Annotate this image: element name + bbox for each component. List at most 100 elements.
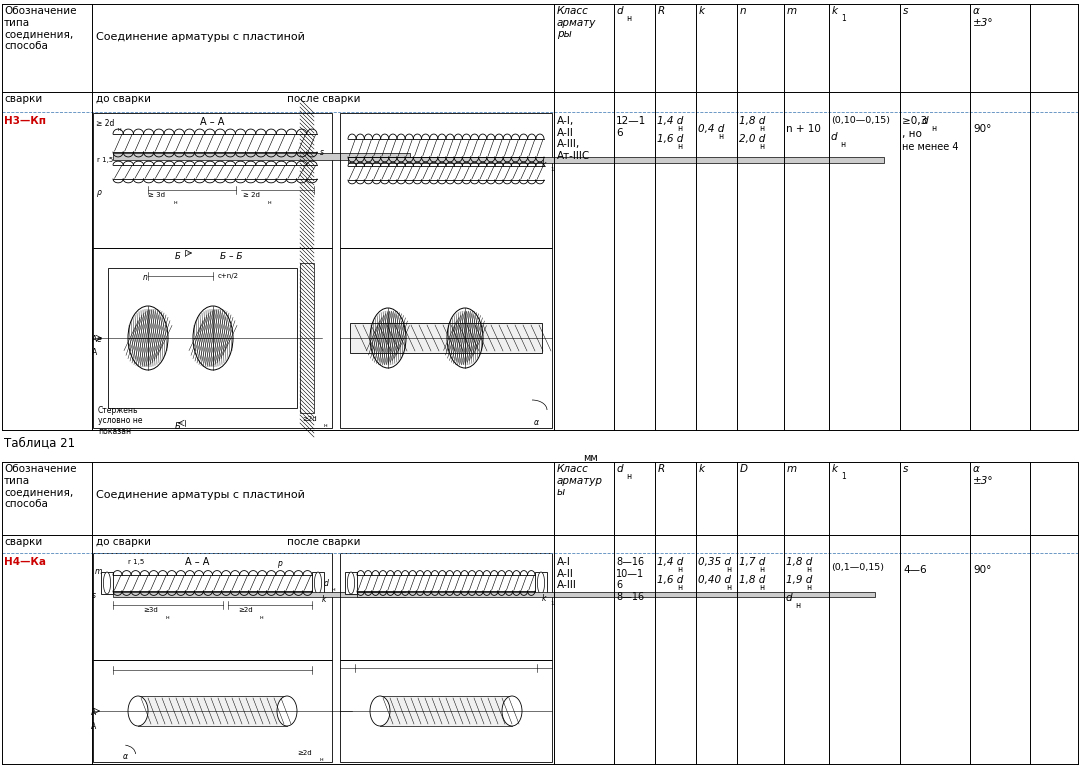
Text: k: k bbox=[832, 464, 838, 474]
Text: s: s bbox=[320, 148, 324, 157]
Text: мм: мм bbox=[583, 453, 598, 463]
Bar bbox=[108, 268, 297, 408]
Text: k: k bbox=[322, 595, 327, 604]
Text: н: н bbox=[260, 615, 264, 620]
Text: s: s bbox=[92, 591, 95, 600]
Bar bbox=[345, 572, 357, 594]
Text: ≥ 2d: ≥ 2d bbox=[95, 119, 114, 128]
Text: ≥ 3d: ≥ 3d bbox=[148, 192, 165, 198]
Text: Обозначение
типа
соединения,
способа: Обозначение типа соединения, способа bbox=[4, 6, 77, 51]
Text: ≥3d: ≥3d bbox=[143, 607, 157, 613]
Bar bbox=[357, 592, 875, 597]
Text: ≥ 2d: ≥ 2d bbox=[243, 192, 260, 198]
Text: н: н bbox=[726, 583, 731, 592]
Text: н: н bbox=[806, 583, 812, 592]
Ellipse shape bbox=[370, 696, 390, 726]
Text: н: н bbox=[118, 127, 122, 132]
Text: d: d bbox=[617, 6, 624, 16]
Text: (0,10—0,15): (0,10—0,15) bbox=[831, 116, 890, 125]
Text: 1: 1 bbox=[550, 167, 553, 172]
Bar bbox=[348, 157, 884, 163]
Text: 8—16
10—1
6
8—16: 8—16 10—1 6 8—16 bbox=[616, 557, 644, 602]
Text: c+n/2: c+n/2 bbox=[218, 273, 239, 279]
Text: 1,6 d: 1,6 d bbox=[658, 134, 684, 144]
Text: 4—6: 4—6 bbox=[903, 565, 927, 575]
Text: после сварки: после сварки bbox=[288, 94, 360, 104]
Text: r 1,5: r 1,5 bbox=[128, 559, 144, 565]
Ellipse shape bbox=[128, 696, 148, 726]
Text: Б: Б bbox=[175, 252, 181, 261]
Text: 90°: 90° bbox=[973, 124, 992, 134]
Text: н: н bbox=[173, 200, 177, 205]
Text: н: н bbox=[726, 565, 731, 574]
Text: Н4—Ка: Н4—Ка bbox=[4, 557, 46, 567]
Ellipse shape bbox=[347, 572, 355, 594]
Bar bbox=[113, 592, 405, 597]
Text: n + 10: n + 10 bbox=[786, 124, 821, 134]
Text: 1: 1 bbox=[550, 601, 553, 606]
Text: 1,7 d: 1,7 d bbox=[739, 557, 765, 567]
Text: н: н bbox=[677, 124, 682, 133]
Text: А-I
А-II
А-III: А-I А-II А-III bbox=[557, 557, 577, 590]
Text: А – А: А – А bbox=[186, 557, 209, 567]
Bar bbox=[340, 113, 552, 248]
Text: α: α bbox=[534, 418, 539, 427]
Text: 12—1
6: 12—1 6 bbox=[616, 116, 647, 138]
Text: D: D bbox=[740, 464, 748, 474]
Bar bbox=[93, 660, 332, 762]
Text: Стержень
условно не
показан: Стержень условно не показан bbox=[98, 406, 142, 436]
Text: s: s bbox=[903, 464, 908, 474]
Bar bbox=[93, 248, 332, 428]
Text: (0,1—0,15): (0,1—0,15) bbox=[831, 563, 884, 572]
Text: e: e bbox=[97, 335, 102, 344]
Text: н: н bbox=[718, 132, 723, 141]
Text: Обозначение
типа
соединения,
способа: Обозначение типа соединения, способа bbox=[4, 464, 77, 509]
Bar bbox=[340, 660, 552, 762]
Text: 1: 1 bbox=[841, 14, 845, 23]
Text: Класс
армату
ры: Класс армату ры bbox=[557, 6, 597, 39]
Ellipse shape bbox=[315, 572, 321, 594]
Text: не менее 4: не менее 4 bbox=[902, 142, 958, 152]
Text: А: А bbox=[92, 348, 98, 357]
Text: А: А bbox=[92, 335, 98, 344]
Text: k: k bbox=[699, 464, 705, 474]
Text: 0,4 d: 0,4 d bbox=[698, 124, 725, 134]
Text: p: p bbox=[277, 559, 282, 568]
Text: н: н bbox=[677, 565, 682, 574]
Text: k: k bbox=[542, 160, 547, 169]
Text: сварки: сварки bbox=[4, 537, 42, 547]
Text: n: n bbox=[740, 6, 746, 16]
Text: d: d bbox=[922, 116, 929, 126]
Text: Н3—Кп: Н3—Кп bbox=[4, 116, 46, 126]
Text: н: н bbox=[268, 200, 271, 205]
Ellipse shape bbox=[103, 572, 111, 594]
Text: Класс
арматур
ы: Класс арматур ы bbox=[557, 464, 603, 497]
Bar bbox=[93, 113, 332, 248]
Text: d: d bbox=[617, 464, 624, 474]
Ellipse shape bbox=[537, 572, 545, 594]
Text: н: н bbox=[332, 587, 335, 592]
Text: сварки: сварки bbox=[4, 94, 42, 104]
Text: ≥2d: ≥2d bbox=[238, 607, 253, 613]
Bar bbox=[340, 248, 552, 428]
Text: А-I,
А-II
А-III,
Ат-IIIC: А-I, А-II А-III, Ат-IIIC bbox=[557, 116, 590, 161]
Text: r 1,5: r 1,5 bbox=[97, 157, 113, 163]
Text: н: н bbox=[320, 757, 323, 762]
Text: 1,4 d: 1,4 d bbox=[658, 116, 684, 126]
Text: k: k bbox=[699, 6, 705, 16]
Text: R: R bbox=[658, 464, 665, 474]
Text: ≥2d: ≥2d bbox=[302, 416, 317, 422]
Text: А: А bbox=[91, 708, 97, 717]
Bar bbox=[340, 553, 552, 660]
Text: н: н bbox=[840, 140, 845, 149]
Text: , но: , но bbox=[902, 129, 922, 139]
Text: после сварки: после сварки bbox=[288, 537, 360, 547]
Text: 0,40 d: 0,40 d bbox=[698, 575, 731, 585]
Text: d: d bbox=[831, 132, 838, 142]
Text: s: s bbox=[903, 6, 908, 16]
Text: А – А: А – А bbox=[200, 117, 225, 127]
Text: А: А bbox=[91, 722, 97, 731]
Text: н: н bbox=[626, 472, 631, 481]
Text: Соединение арматуры с пластиной: Соединение арматуры с пластиной bbox=[95, 490, 305, 500]
Text: до сварки: до сварки bbox=[95, 94, 151, 104]
